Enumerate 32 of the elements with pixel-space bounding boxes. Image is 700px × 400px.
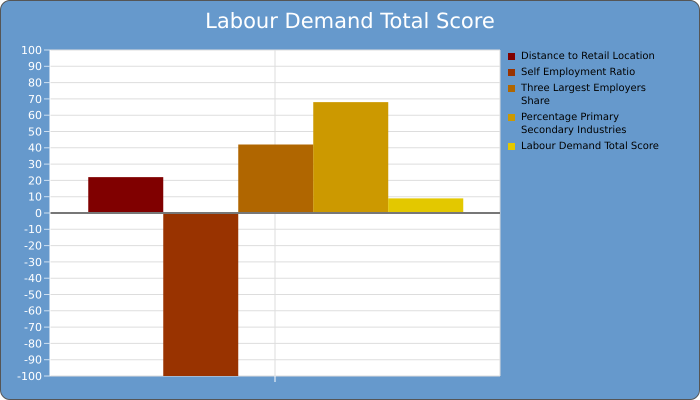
y-tick-label: 20 — [28, 174, 42, 188]
y-tick-label: 100 — [21, 44, 42, 57]
legend-label: Self Employment Ratio — [521, 66, 636, 79]
y-tick-label: -60 — [24, 304, 42, 318]
legend-label: Three Largest Employers Share — [521, 82, 647, 108]
bar — [88, 177, 164, 213]
y-tick-label: -50 — [24, 288, 42, 302]
bar — [163, 213, 238, 376]
y-tick-label: 10 — [28, 190, 42, 204]
y-tick-label: 60 — [28, 109, 42, 122]
y-tick-label: -10 — [24, 223, 42, 236]
legend-label: Distance to Retail Location — [521, 50, 655, 63]
legend-label: Percentage Primary Secondary Industries — [521, 111, 628, 137]
bar — [313, 102, 388, 213]
y-tick-label: 90 — [28, 60, 42, 74]
bar — [388, 198, 464, 213]
bar — [238, 144, 314, 213]
y-tick-label: -90 — [24, 354, 42, 367]
y-tick-label: -80 — [24, 337, 42, 350]
y-tick-label: 0 — [35, 206, 42, 220]
y-tick-label: -30 — [24, 256, 42, 269]
y-tick-label: 80 — [28, 76, 42, 90]
y-tick-label: -100 — [17, 370, 42, 383]
y-tick-label: 40 — [28, 142, 42, 155]
y-tick-label: -70 — [24, 321, 42, 334]
y-tick-label: 50 — [28, 125, 42, 138]
y-tick-label: 30 — [28, 158, 42, 172]
y-tick-label: 70 — [28, 92, 42, 106]
y-tick-label: -40 — [24, 272, 42, 286]
y-tick-label: -20 — [24, 240, 42, 253]
legend-label: Labour Demand Total Score — [521, 140, 659, 153]
chart-title: Labour Demand Total Score — [204, 9, 496, 33]
